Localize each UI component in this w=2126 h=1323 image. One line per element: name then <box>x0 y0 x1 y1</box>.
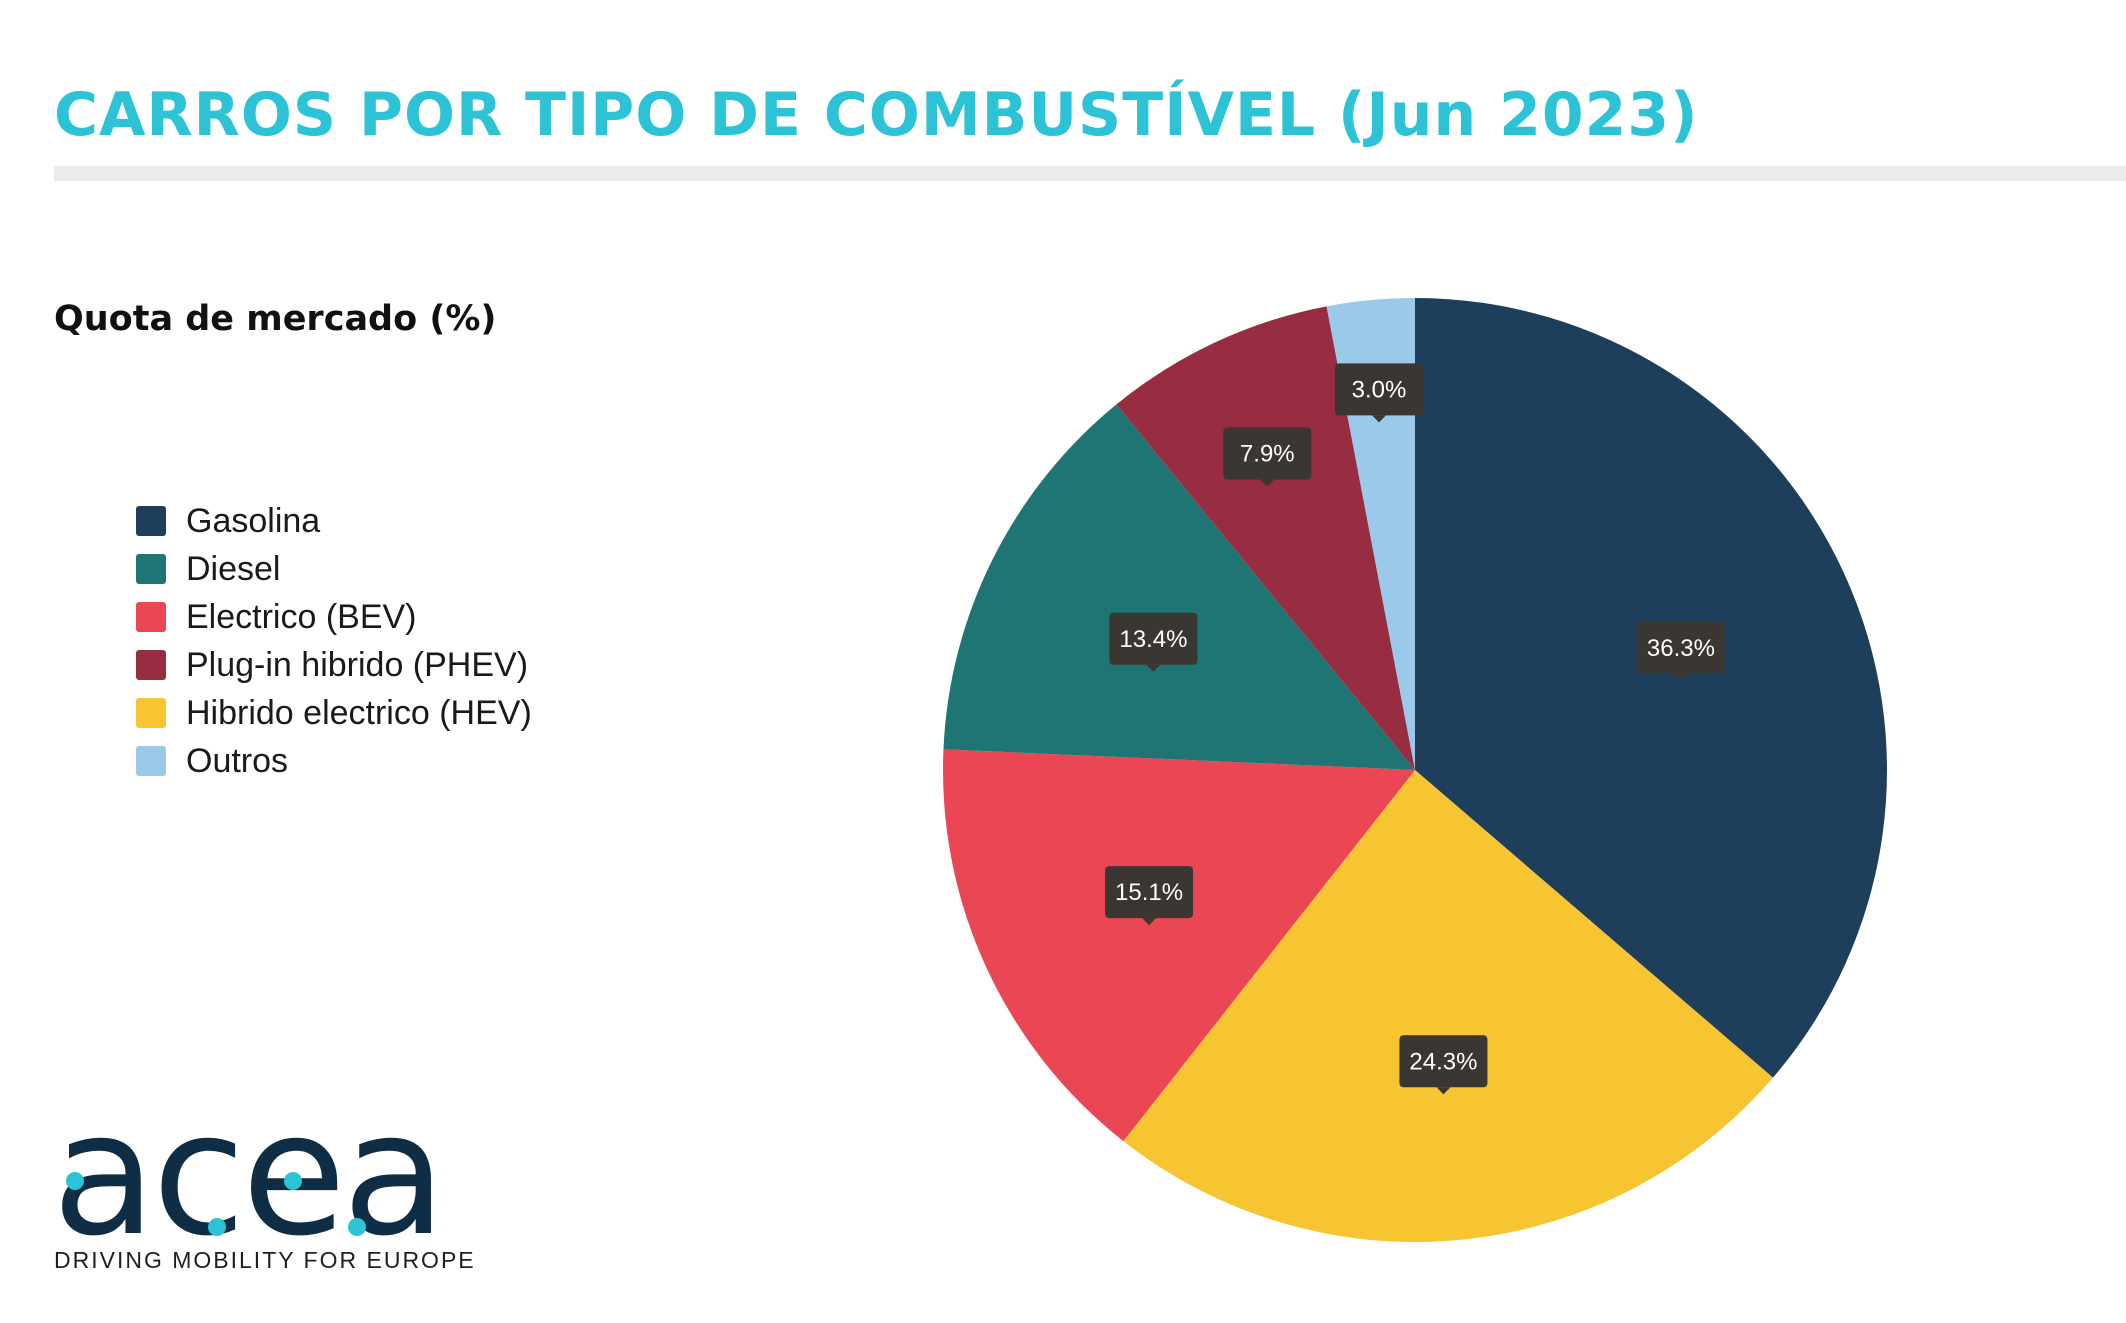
data-label-pointer <box>1436 1087 1451 1095</box>
data-label-box <box>1335 363 1424 416</box>
pie-slice-outros[interactable] <box>1326 298 1415 770</box>
legend-swatch-plug-in-hibrido <box>136 650 166 680</box>
acea-logo: acea <box>52 1090 446 1280</box>
legend-swatch-outros <box>136 746 166 776</box>
title-divider <box>54 166 2126 181</box>
legend-swatch-electrico <box>136 602 166 632</box>
pie-slice-hibrido-electrico-hev[interactable] <box>1123 770 1773 1242</box>
pie-slice-plug-in-hibrido-phev[interactable] <box>1116 306 1415 770</box>
legend-item-outros[interactable]: Outros <box>136 737 532 785</box>
legend-label-electrico: Electrico (BEV) <box>186 597 417 636</box>
legend-label-hibrido-electrico: Hibrido electrico (HEV) <box>186 693 532 732</box>
legend-label-gasolina: Gasolina <box>186 501 321 540</box>
data-label-pointer <box>1146 664 1161 672</box>
chart-title: CARROS POR TIPO DE COMBUSTÍVEL (Jun 2023… <box>54 80 1699 150</box>
pie-slice-electrico-bev[interactable] <box>943 749 1415 1142</box>
chart-legend: Gasolina Diesel Electrico (BEV) Plug-in … <box>136 497 532 785</box>
data-label-box <box>1109 612 1198 665</box>
data-label-text: 3.0% <box>1352 376 1407 403</box>
chart-subtitle: Quota de mercado (%) <box>54 299 497 339</box>
legend-item-hibrido-electrico[interactable]: Hibrido electrico (HEV) <box>136 689 532 737</box>
logo-dot-2 <box>208 1218 226 1236</box>
legend-item-electrico[interactable]: Electrico (BEV) <box>136 593 532 641</box>
data-label-plug-in-hibrido-phev: 7.9% <box>1223 427 1312 487</box>
legend-item-gasolina[interactable]: Gasolina <box>136 497 532 545</box>
legend-swatch-hibrido-electrico <box>136 698 166 728</box>
logo-tagline: DRIVING MOBILITY FOR EUROPE <box>54 1247 476 1273</box>
data-label-pointer <box>1673 673 1688 681</box>
data-label-outros: 3.0% <box>1335 363 1424 423</box>
data-label-text: 13.4% <box>1119 626 1187 653</box>
logo-dot-4 <box>348 1218 366 1236</box>
logo-wordmark: acea <box>52 1076 446 1274</box>
data-label-pointer <box>1142 918 1157 926</box>
pie-slice-gasolina[interactable] <box>1415 298 1888 1078</box>
pie-slice-diesel[interactable] <box>943 404 1415 770</box>
data-label-electrico-bev: 15.1% <box>1105 866 1194 926</box>
data-label-diesel: 13.4% <box>1109 612 1198 672</box>
legend-swatch-gasolina <box>136 506 166 536</box>
data-label-text: 15.1% <box>1115 879 1183 906</box>
data-label-text: 36.3% <box>1647 635 1715 662</box>
data-label-box <box>1105 866 1194 919</box>
legend-swatch-diesel <box>136 554 166 584</box>
data-label-box <box>1636 621 1725 674</box>
legend-label-plug-in-hibrido: Plug-in hibrido (PHEV) <box>186 645 529 684</box>
logo-dot-3 <box>284 1172 302 1190</box>
legend-item-plug-in-hibrido[interactable]: Plug-in hibrido (PHEV) <box>136 641 532 689</box>
legend-label-diesel: Diesel <box>186 549 281 588</box>
data-label-gasolina: 36.3% <box>1636 621 1725 681</box>
logo-dot-1 <box>66 1172 84 1190</box>
data-label-text: 24.3% <box>1409 1048 1477 1075</box>
data-label-text: 7.9% <box>1240 440 1295 467</box>
data-label-pointer <box>1260 479 1275 487</box>
legend-item-diesel[interactable]: Diesel <box>136 545 532 593</box>
legend-label-outros: Outros <box>186 741 289 780</box>
data-label-box <box>1223 427 1312 480</box>
data-label-pointer <box>1372 415 1387 423</box>
data-label-hibrido-electrico-hev: 24.3% <box>1399 1035 1488 1095</box>
data-label-box <box>1399 1035 1488 1088</box>
